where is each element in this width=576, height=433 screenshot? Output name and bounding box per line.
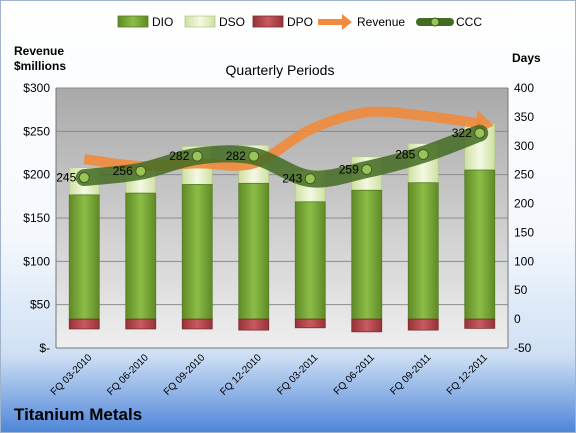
legend-label: Revenue: [357, 15, 405, 29]
bar-dpo: [351, 318, 383, 333]
right-tick-label: 150: [514, 225, 534, 239]
bar-dio: [351, 189, 383, 320]
category-label: FQ 06-2011: [332, 352, 377, 397]
left-tick-label: $100: [23, 254, 50, 268]
right-tick-label: 50: [514, 283, 528, 297]
category-label: FQ 12-2010: [218, 352, 264, 398]
ccc-marker: [474, 127, 486, 139]
category-label: FQ 09-2011: [388, 352, 433, 397]
right-tick-label: 400: [514, 81, 534, 95]
left-axis-label-line2: $millions: [14, 59, 66, 73]
chart-title: Quarterly Periods: [226, 62, 335, 78]
left-tick-label: $50: [30, 298, 50, 312]
legend-label: DIO: [152, 15, 173, 29]
legend-label: DPO: [287, 15, 313, 29]
bar-dpo: [294, 318, 326, 329]
ccc-data-label: 282: [169, 149, 189, 163]
left-axis-label-line1: Revenue: [14, 44, 64, 58]
category-label: FQ 03-2011: [275, 352, 320, 397]
bar-dio: [294, 201, 326, 320]
category-label: FQ 12-2011: [445, 352, 490, 397]
bar-dpo: [68, 318, 100, 330]
right-axis-label: Days: [512, 51, 541, 65]
right-tick-label: 100: [514, 254, 534, 268]
left-tick-label: $-: [39, 341, 50, 355]
ccc-data-label: 285: [395, 147, 415, 161]
right-tick-label: 200: [514, 197, 534, 211]
right-tick-label: 250: [514, 168, 534, 182]
ccc-data-label: 243: [282, 172, 302, 186]
right-tick-label: 300: [514, 139, 534, 153]
ccc-marker: [135, 165, 147, 177]
legend-label: CCC: [456, 15, 482, 29]
bar-dio: [407, 182, 439, 320]
bar-dio: [125, 192, 157, 320]
bar-dio: [181, 184, 213, 320]
ccc-marker: [417, 148, 429, 160]
category-label: FQ 09-2010: [162, 352, 208, 398]
left-tick-label: $150: [23, 211, 50, 225]
ccc-data-label: 282: [226, 149, 246, 163]
ccc-marker: [361, 163, 373, 175]
ccc-data-label: 245: [56, 171, 76, 185]
ccc-data-label: 259: [339, 162, 359, 176]
legend-swatch: [252, 15, 284, 28]
legend-swatch: [117, 15, 149, 28]
legend-revenue-arrowhead: [342, 14, 352, 30]
legend-ccc-marker: [430, 17, 440, 27]
legend-label: DSO: [219, 15, 245, 29]
bar-dpo: [464, 318, 496, 329]
category-label: FQ 06-2010: [105, 352, 151, 398]
bar-dpo: [125, 318, 157, 330]
category-label: FQ 03-2010: [49, 352, 95, 398]
left-tick-label: $250: [23, 124, 50, 138]
ccc-data-label: 322: [452, 126, 472, 140]
right-tick-label: 350: [514, 110, 534, 124]
left-tick-label: $200: [23, 168, 50, 182]
bar-dio: [238, 182, 270, 320]
ccc-marker: [78, 172, 90, 184]
left-tick-label: $300: [23, 81, 50, 95]
right-tick-label: -50: [514, 341, 532, 355]
bar-dpo: [181, 318, 213, 330]
bar-dio: [464, 169, 496, 320]
ccc-marker: [248, 150, 260, 162]
right-tick-label: 0: [514, 312, 521, 326]
bar-dio: [68, 194, 100, 320]
ccc-marker: [191, 150, 203, 162]
ccc-data-label: 256: [113, 164, 133, 178]
legend-swatch: [184, 15, 216, 28]
bar-dpo: [238, 318, 270, 331]
company-name: Titanium Metals: [14, 405, 143, 424]
bar-dpo: [407, 318, 439, 331]
ccc-marker: [304, 173, 316, 185]
